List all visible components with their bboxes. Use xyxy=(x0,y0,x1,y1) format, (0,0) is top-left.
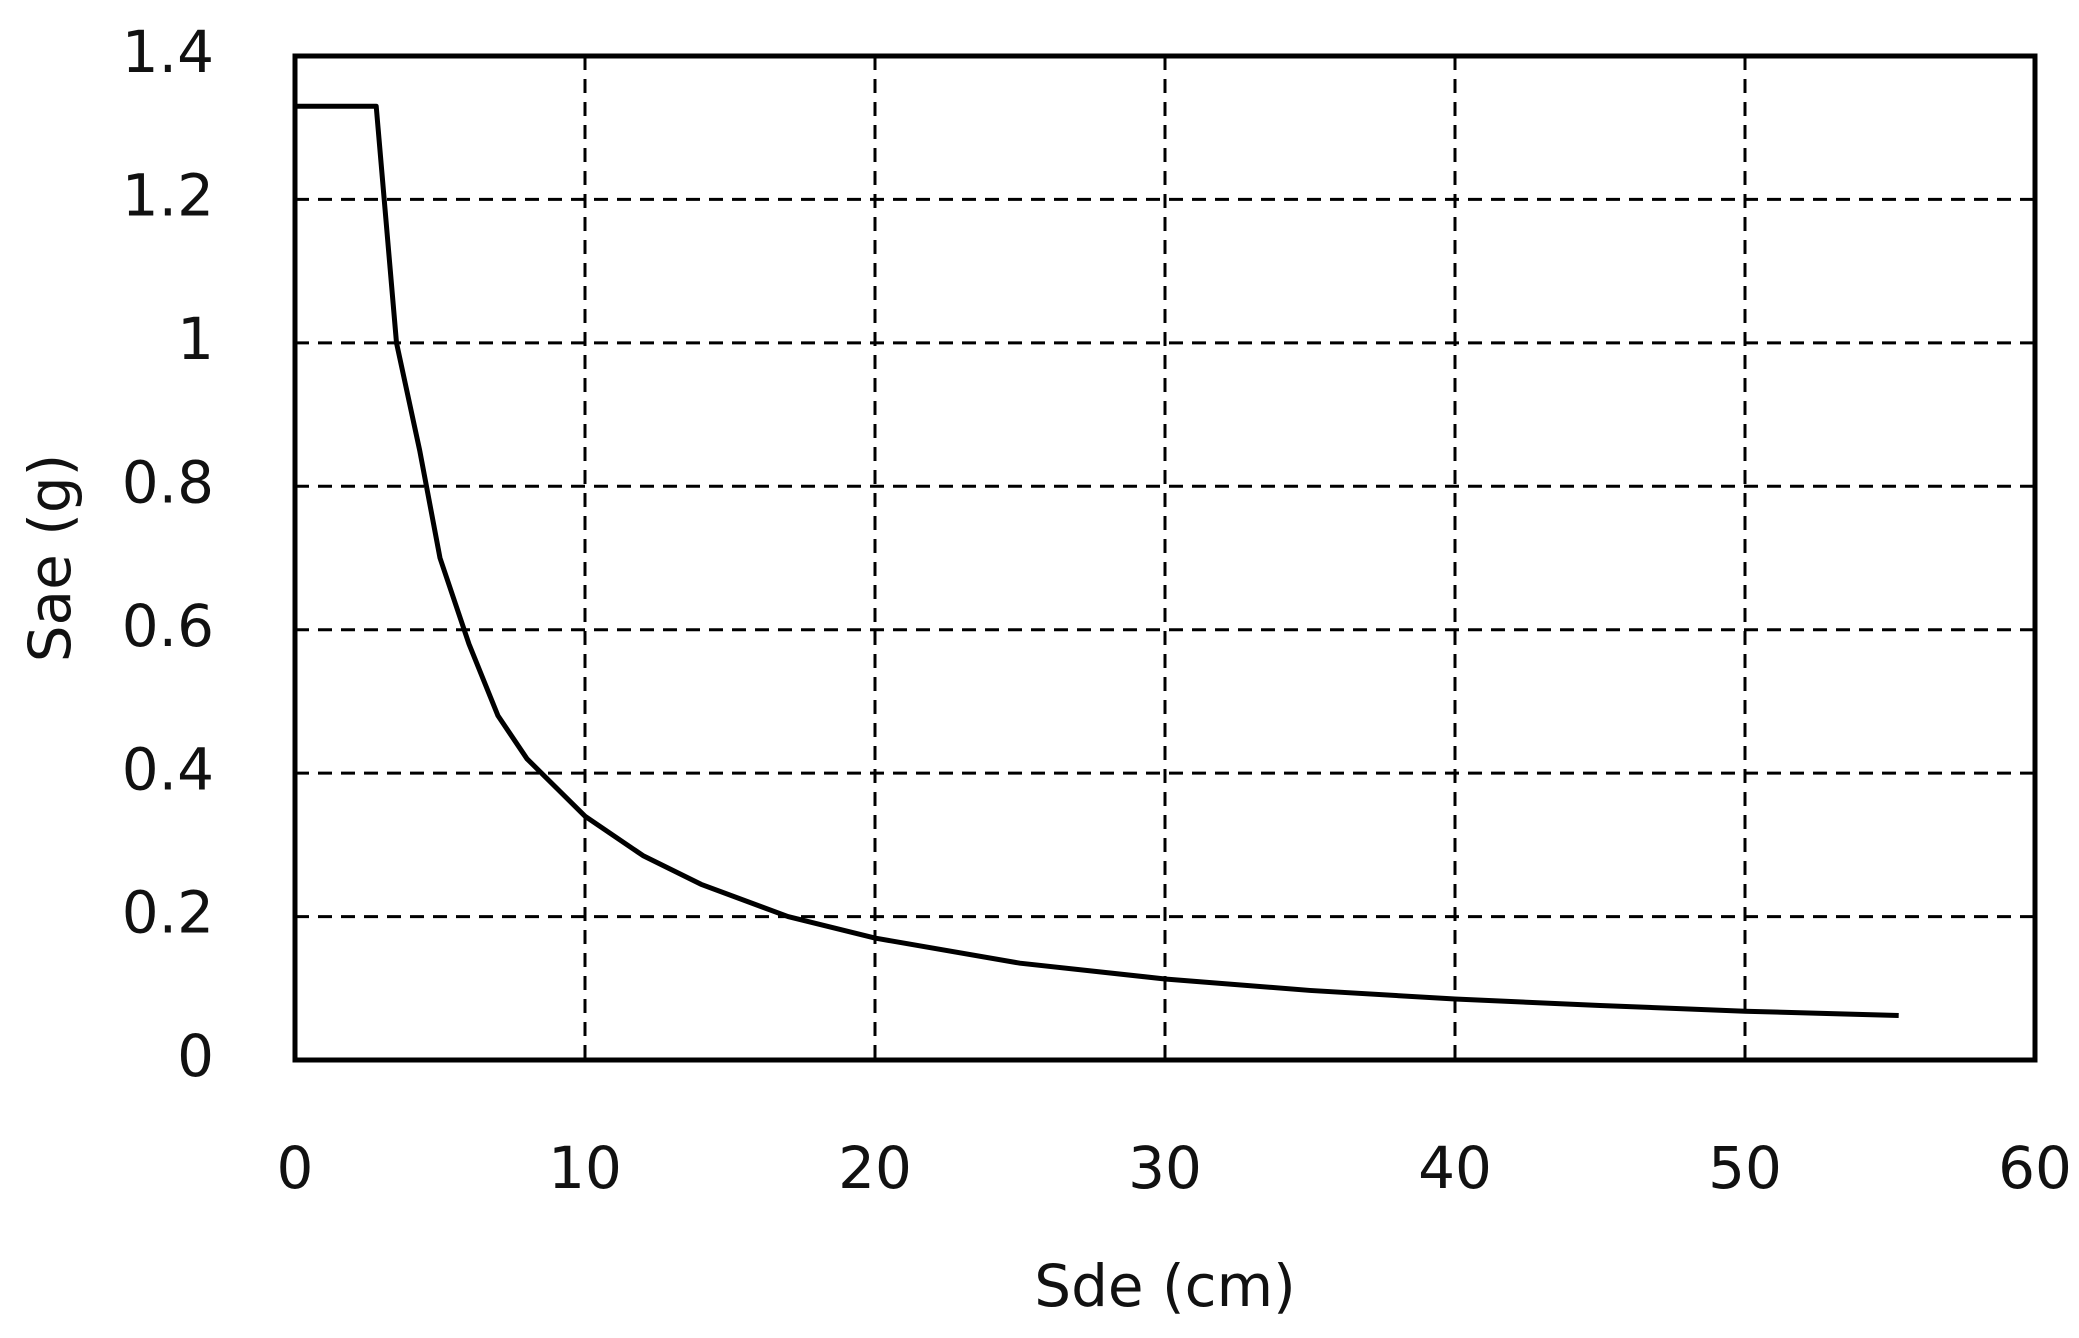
y-tick-label: 0.2 xyxy=(122,879,214,947)
x-tick-label: 0 xyxy=(277,1134,314,1202)
x-tick-label: 50 xyxy=(1708,1134,1782,1202)
x-tick-label: 60 xyxy=(1998,1134,2072,1202)
y-tick-label: 1.2 xyxy=(122,162,214,230)
x-tick-label: 30 xyxy=(1128,1134,1202,1202)
x-tick-label: 10 xyxy=(548,1134,622,1202)
y-tick-label: 0 xyxy=(177,1022,214,1090)
y-tick-label: 1.4 xyxy=(122,18,214,86)
y-axis-label: Sae (g) xyxy=(16,454,84,663)
y-tick-label: 0.8 xyxy=(122,448,214,516)
x-axis-label: Sde (cm) xyxy=(1034,1252,1295,1320)
line xyxy=(292,103,1899,1060)
x-tick-label: 40 xyxy=(1418,1134,1492,1202)
y-tick-label: 0.6 xyxy=(122,592,214,660)
y-tick-label: 0.4 xyxy=(122,735,214,803)
y-tick-label: 1 xyxy=(177,305,214,373)
x-tick-label: 20 xyxy=(838,1134,912,1202)
